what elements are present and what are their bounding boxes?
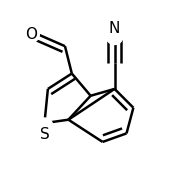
Circle shape bbox=[36, 118, 53, 135]
Text: N: N bbox=[109, 21, 120, 36]
Text: O: O bbox=[25, 27, 37, 42]
Circle shape bbox=[22, 26, 39, 43]
Text: S: S bbox=[40, 127, 49, 142]
Circle shape bbox=[106, 27, 123, 44]
